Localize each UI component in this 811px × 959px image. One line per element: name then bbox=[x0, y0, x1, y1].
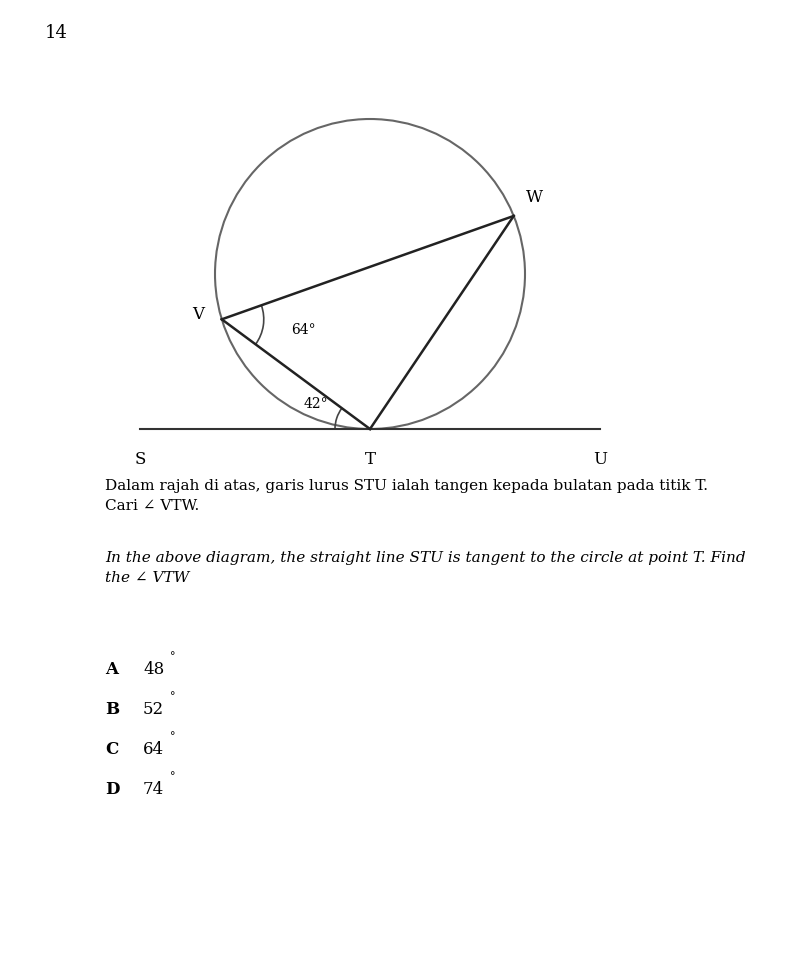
Text: V: V bbox=[191, 306, 204, 323]
Text: 14: 14 bbox=[45, 24, 68, 42]
Text: 74: 74 bbox=[143, 781, 164, 798]
Text: Dalam rajah di atas, garis lurus STU ialah tangen kepada bulatan pada titik T.
C: Dalam rajah di atas, garis lurus STU ial… bbox=[105, 479, 707, 513]
Text: 42°: 42° bbox=[303, 397, 328, 411]
Text: S: S bbox=[134, 451, 145, 468]
Text: B: B bbox=[105, 701, 119, 718]
Text: C: C bbox=[105, 741, 118, 758]
Text: T: T bbox=[364, 451, 375, 468]
Text: W: W bbox=[525, 189, 543, 206]
Text: A: A bbox=[105, 661, 118, 678]
Text: U: U bbox=[592, 451, 607, 468]
Text: °: ° bbox=[169, 732, 175, 742]
Text: D: D bbox=[105, 781, 119, 798]
Text: 64: 64 bbox=[143, 741, 164, 758]
Text: 48: 48 bbox=[143, 661, 164, 678]
Text: °: ° bbox=[169, 772, 175, 782]
Text: °: ° bbox=[169, 652, 175, 662]
Text: °: ° bbox=[169, 692, 175, 702]
Text: 64°: 64° bbox=[290, 322, 315, 337]
Text: 52: 52 bbox=[143, 701, 164, 718]
Text: In the above diagram, the straight line STU is tangent to the circle at point T.: In the above diagram, the straight line … bbox=[105, 551, 744, 585]
